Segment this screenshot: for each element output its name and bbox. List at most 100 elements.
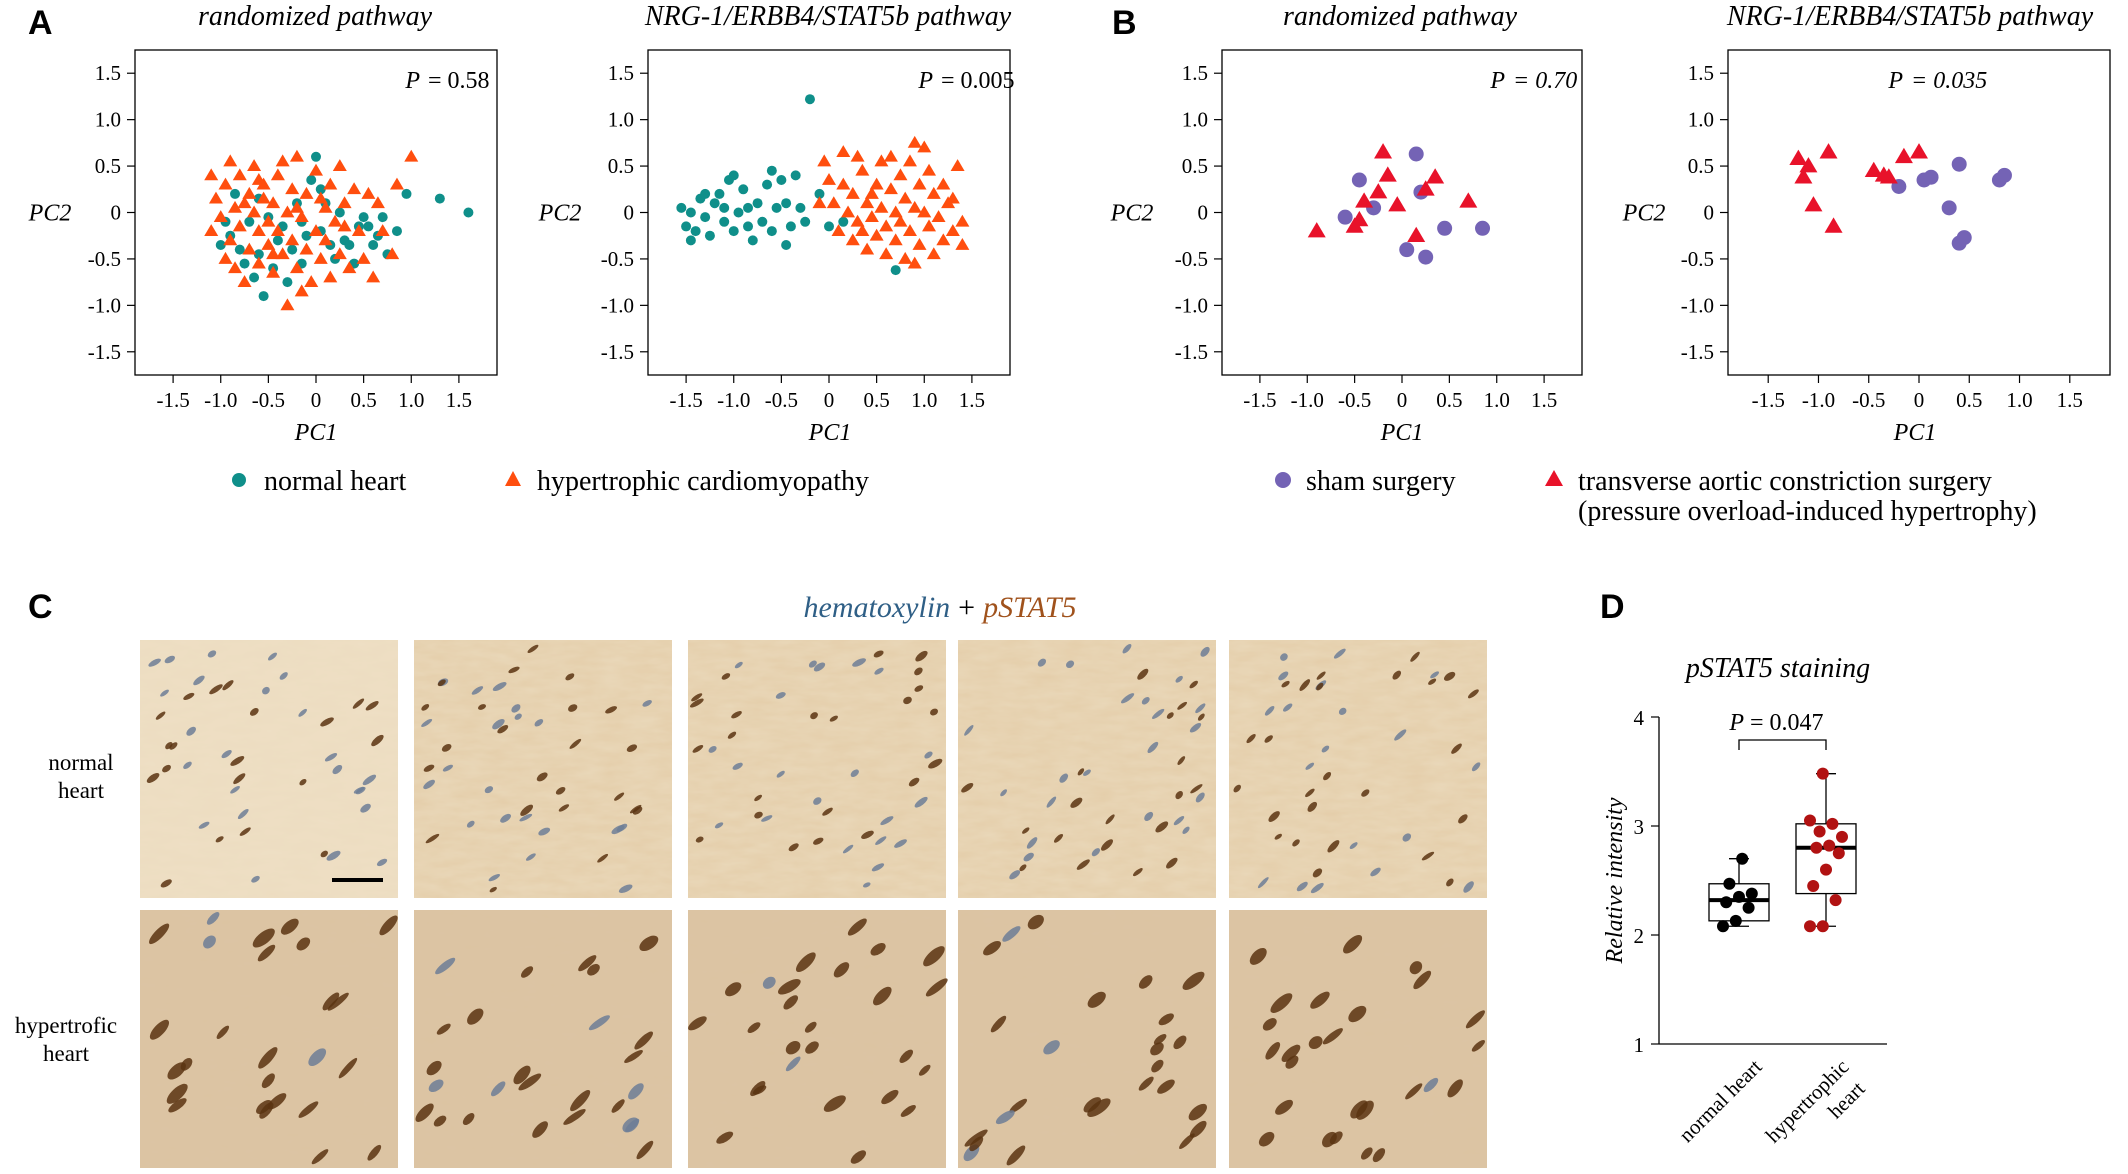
plot-title: NRG-1/ERBB4/STAT5b pathway <box>1726 1 2094 32</box>
y-tick-label: 3 <box>1634 815 1645 839</box>
data-point-circle <box>282 277 293 288</box>
data-point-triangle <box>299 242 314 255</box>
nucleus <box>1138 975 1153 989</box>
micrograph-tile <box>688 640 946 898</box>
data-point-circle <box>391 226 402 237</box>
data-point-circle <box>766 226 777 237</box>
nucleus <box>873 986 892 1006</box>
y-tick-label: 4 <box>1634 706 1645 730</box>
plot-title: NRG-1/ERBB4/STAT5b pathway <box>644 1 1012 32</box>
data-point-circle <box>776 175 787 185</box>
nucleus <box>628 1083 644 1100</box>
data-point-circle <box>463 207 474 218</box>
nucleus <box>1246 733 1256 744</box>
nucleus <box>732 762 743 770</box>
nucleus <box>1151 1059 1164 1073</box>
nucleus <box>555 787 566 795</box>
nucleus <box>415 1103 434 1122</box>
nucleus <box>1405 1083 1423 1100</box>
data-point-triangle <box>874 154 889 167</box>
data-point-circle <box>301 230 312 241</box>
data-point-triangle <box>251 256 266 269</box>
nucleus <box>258 1047 278 1069</box>
nucleus <box>1410 651 1420 662</box>
nucleus <box>611 824 625 835</box>
nucleus <box>795 952 816 973</box>
data-point <box>1820 863 1832 876</box>
nucleus <box>1312 868 1323 878</box>
box-plot-title: pSTAT5 staining <box>1684 653 1870 684</box>
data-point-triangle <box>1307 222 1326 238</box>
nucleus <box>262 686 270 695</box>
nucleus <box>1087 991 1106 1008</box>
legend-tac-line2: (pressure overload-induced hypertrophy) <box>1578 496 2037 527</box>
nucleus <box>605 706 617 714</box>
nucleus <box>1467 689 1479 699</box>
y-tick-label: -1.0 <box>1175 293 1208 317</box>
data-point-triangle <box>275 247 290 260</box>
data-point-triangle <box>855 163 870 176</box>
x-axis-label: PC1 <box>1893 420 1937 446</box>
nucleus <box>880 816 894 826</box>
x-tick-label: -1.0 <box>1291 388 1324 412</box>
nucleus <box>467 1008 484 1025</box>
nucleus <box>873 650 884 658</box>
panel-c-title-hematoxylin: hematoxylin <box>804 591 951 624</box>
legend-tac-marker <box>1545 470 1563 486</box>
data-point-triangle <box>845 186 860 199</box>
data-point-circle <box>230 188 241 199</box>
y-tick-label: 1.0 <box>95 108 121 132</box>
nucleus <box>518 1073 542 1091</box>
nucleus <box>166 1083 188 1104</box>
x-axis-label: PC1 <box>294 420 338 446</box>
data-point-triangle <box>223 233 238 246</box>
nucleus <box>251 875 260 883</box>
nucleus <box>299 778 307 786</box>
nucleus <box>964 724 974 736</box>
x-axis-label: PC1 <box>808 420 852 446</box>
data-point-triangle <box>883 182 898 195</box>
panel-c-title-plus: + <box>958 591 975 624</box>
nucleus <box>762 976 776 989</box>
data-point-triangle <box>332 159 347 171</box>
data-point-circle <box>838 216 849 227</box>
data-point-triangle <box>256 191 271 204</box>
nucleus <box>1349 842 1358 849</box>
nucleus <box>437 679 446 687</box>
histology-image-grid <box>140 640 1487 1168</box>
nucleus <box>1105 814 1115 825</box>
nucleus <box>639 935 659 952</box>
nucleus <box>237 808 249 820</box>
nucleus <box>1046 796 1057 808</box>
data-point <box>1816 767 1829 780</box>
nucleus <box>216 1025 230 1039</box>
data-point-triangle <box>917 205 932 218</box>
nucleus <box>1233 784 1241 793</box>
nucleus <box>1026 837 1038 849</box>
nucleus <box>727 731 737 739</box>
x-tick-label: -1.0 <box>204 388 237 412</box>
data-point-circle <box>771 202 782 213</box>
nucleus <box>961 783 974 793</box>
nucleus <box>990 1015 1007 1033</box>
data-point-circle <box>1351 172 1367 188</box>
data-point-circle <box>719 216 730 227</box>
data-point-triangle <box>1789 149 1808 165</box>
nucleus <box>924 751 933 759</box>
y-tick-label: 1.0 <box>1182 108 1208 132</box>
nucleus <box>280 918 299 935</box>
nucleus <box>1189 1120 1207 1138</box>
nucleus <box>320 850 328 858</box>
data-point-triangle <box>860 242 875 255</box>
x-tick-label: 0 <box>824 388 835 412</box>
data-point-triangle <box>318 200 333 213</box>
nucleus <box>1175 675 1183 683</box>
y-tick-label: 0 <box>1704 201 1715 225</box>
x-tick-label: -0.5 <box>252 388 285 412</box>
data-point-triangle <box>864 210 879 223</box>
y-tick-label: 0 <box>1198 201 1209 225</box>
nucleus <box>903 696 912 705</box>
data-point <box>1723 877 1736 890</box>
nucleus <box>1151 708 1165 719</box>
nucleus <box>874 667 884 675</box>
